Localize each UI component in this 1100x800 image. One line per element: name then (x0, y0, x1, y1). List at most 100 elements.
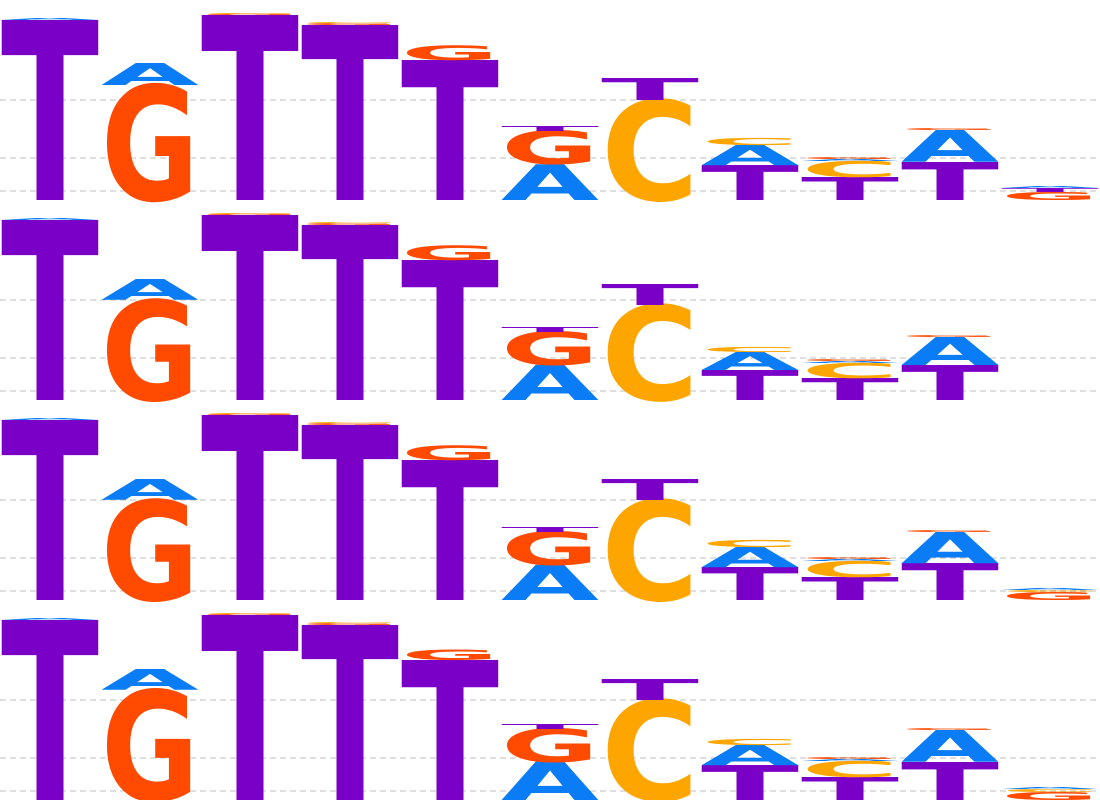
letter-c: C (1001, 788, 1099, 793)
letter-t: T (901, 152, 999, 212)
letter-c: C (301, 22, 399, 24)
letter-c: C (801, 157, 899, 183)
letter-t: T (1, 371, 99, 658)
letter-t: T (501, 526, 599, 534)
logo-position-1: TA (1, 0, 99, 259)
letter-a: A (701, 542, 799, 574)
letter-a: A (501, 752, 599, 800)
logo-position-8: TAC (701, 737, 799, 800)
logo-position-7: CT (601, 279, 699, 432)
letter-t: T (601, 474, 699, 507)
letter-c: C (601, 280, 699, 431)
letter-g: G (501, 720, 599, 773)
letter-a: A (101, 57, 199, 92)
letter-c: C (301, 422, 399, 424)
letter-g: G (901, 334, 999, 337)
letter-a: A (701, 347, 800, 376)
letter-t: T (201, 365, 299, 660)
letter-a: A (1, 617, 99, 620)
letter-c: C (701, 346, 799, 354)
letter-g: G (201, 614, 299, 616)
letter-t: T (201, 0, 299, 260)
letter-t: T (901, 752, 999, 800)
letter-g: G (201, 414, 299, 416)
letter-a: A (1001, 587, 1099, 590)
logo-position-4: TGC (301, 577, 399, 800)
logo-position-10: TAG (901, 330, 999, 412)
letter-c: C (801, 359, 899, 383)
letter-t: T (401, 422, 499, 645)
logo-position-6: AGT (501, 720, 599, 800)
letter-g: G (301, 422, 399, 425)
letter-a: A (501, 154, 599, 212)
letter-t: T (701, 756, 799, 800)
logo-position-5: TG (401, 622, 499, 800)
letter-a: A (901, 524, 999, 574)
logo-position-7: CT (601, 472, 699, 632)
letter-t: T (601, 72, 699, 107)
letter-c: C (701, 136, 799, 147)
logo-position-6: AGT (501, 523, 599, 611)
letter-a: A (901, 122, 999, 173)
letter-t: T (601, 674, 699, 707)
logo-position-5: TG (401, 22, 499, 245)
letter-c: C (201, 613, 299, 615)
letter-t: T (801, 771, 899, 800)
letter-a: A (1, 17, 99, 20)
letter-a: A (1001, 185, 1099, 188)
letter-t: T (901, 553, 999, 612)
logo-position-11: GTA (1001, 185, 1099, 202)
letter-g: G (301, 222, 399, 225)
letter-g: G (401, 647, 499, 663)
letter-a: A (1001, 786, 1099, 789)
letter-c: C (301, 222, 399, 224)
logo-position-10: TAG (901, 122, 999, 213)
logo-position-3: TGC (201, 0, 299, 260)
letter-c: C (601, 672, 699, 800)
logo-position-7: CT (601, 672, 699, 800)
logo-position-2: GA (101, 273, 199, 433)
letter-t: T (701, 362, 799, 410)
letter-t: T (301, 377, 399, 657)
logo-position-4: TGC (301, 0, 399, 257)
logo-position-7: CT (601, 72, 699, 232)
logo-position-11: GCA (1001, 587, 1099, 602)
logo-position-1: TA (1, 171, 99, 458)
letter-g: G (401, 42, 499, 64)
letter-t: T (301, 577, 399, 800)
logo-position-8: TAC (701, 538, 799, 611)
letter-a: A (1, 417, 99, 420)
letter-a: A (1, 217, 99, 220)
letter-c: C (1001, 589, 1099, 592)
letter-t: T (901, 356, 999, 412)
letter-c: C (201, 13, 299, 15)
letter-t: T (701, 558, 799, 611)
letter-g: G (1001, 190, 1099, 203)
logo-position-1: TA (1, 571, 99, 800)
letter-g: G (101, 474, 199, 633)
letter-a: A (901, 722, 999, 773)
logo-position-2: GA (101, 661, 199, 800)
letter-t: T (701, 156, 799, 212)
letter-t: T (801, 171, 899, 208)
letter-t: T (401, 622, 499, 800)
letter-g: G (801, 756, 899, 759)
letter-a: A (901, 330, 999, 375)
letter-g: G (801, 358, 899, 361)
logo-position-2: GA (101, 53, 199, 237)
letter-t: T (501, 125, 599, 133)
logo-position-8: TAC (701, 136, 799, 211)
logo-position-5: TG (401, 222, 499, 445)
logo-position-4: TGC (301, 177, 399, 457)
letter-t: T (401, 222, 499, 445)
logo-position-6: AGT (501, 122, 599, 211)
letter-c: C (601, 72, 699, 232)
letter-c: C (201, 213, 299, 215)
letter-a: A (801, 360, 899, 363)
letter-a: A (101, 473, 199, 507)
